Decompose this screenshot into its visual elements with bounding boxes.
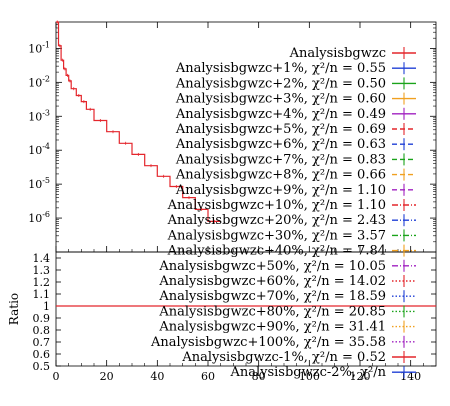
legend-label: Analysisbgwzc+1%, χ²/n = 0.55	[175, 61, 386, 76]
legend-entry: Analysisbgwzc+70%, χ²/n = 18.59	[158, 289, 416, 304]
legend-entry: Analysisbgwzc+40%, χ²/n = 7.84	[167, 244, 416, 259]
x-tick-label: 140	[400, 370, 421, 383]
ratio-axis-title: Ratio	[7, 293, 21, 325]
legend-label: Analysisbgwzc+7%, χ²/n = 0.83	[175, 152, 386, 167]
y-tick-label: 10-4	[28, 142, 50, 157]
x-tick-label: 60	[201, 370, 215, 383]
ratio-y-tick-label: 0.5	[33, 360, 51, 373]
ratio-panel: 0 20 40 60 80 100 120 140 1.41.31.21.110.90.80.7…	[7, 251, 437, 383]
legend-entry: Analysisbgwzc+1%, χ²/n = 0.55	[175, 61, 416, 76]
ratio-y-tick-label: 1	[43, 300, 50, 313]
legend-label: Analysisbgwzc+30%, χ²/n = 3.57	[167, 228, 386, 243]
legend-label: Analysisbgwzc+50%, χ²/n = 10.05	[158, 259, 386, 274]
legend-label: Analysisbgwzc+4%, χ²/n = 0.49	[175, 107, 386, 122]
legend-label: Analysisbgwzc+3%, χ²/n = 0.60	[175, 92, 386, 107]
x-tick-label: 0	[53, 370, 60, 383]
legend-entry: Analysisbgwzc+5%, χ²/n = 0.69	[175, 122, 416, 137]
legend-entry: Analysisbgwzc+60%, χ²/n = 14.02	[158, 274, 416, 289]
legend-entry: Analysisbgwzc+4%, χ²/n = 0.49	[175, 107, 416, 122]
y-tick-label: 10-3	[28, 108, 50, 123]
ratio-y-tick-label: 0.7	[33, 336, 51, 349]
legend-label: Analysisbgwzc	[289, 46, 386, 61]
x-tick-label: 20	[100, 370, 114, 383]
legend-label: Analysisbgwzc+40%, χ²/n = 7.84	[167, 244, 386, 259]
ratio-y-tick-label: 0.8	[33, 324, 51, 337]
legend-label: Analysisbgwzc+6%, χ²/n = 0.63	[175, 137, 386, 152]
legend-label: Analysisbgwzc+60%, χ²/n = 14.02	[158, 274, 386, 289]
ratio-y-tick-label: 1.4	[33, 252, 51, 265]
ratio-y-tick-label: 0.6	[33, 348, 51, 361]
legend-entry: Analysisbgwzc+80%, χ²/n = 20.85	[158, 304, 416, 319]
legend-label: Analysisbgwzc+9%, χ²/n = 1.10	[175, 183, 386, 198]
legend-label: Analysisbgwzc+8%, χ²/n = 0.66	[175, 168, 386, 183]
legend-entry: Analysisbgwzc+9%, χ²/n = 1.10	[175, 183, 416, 198]
ratio-y-tick-label: 0.9	[33, 312, 51, 325]
y-tick-label: 10-1	[28, 40, 50, 55]
legend-entry: Analysisbgwzc+100%, χ²/n = 35.58	[150, 335, 416, 350]
ratio-y-tick-label: 1.3	[33, 264, 51, 277]
legend-entry: Analysisbgwzc+10%, χ²/n = 1.10	[167, 198, 416, 213]
legend-label: Analysisbgwzc+5%, χ²/n = 0.69	[175, 122, 386, 137]
legend-entry: Analysisbgwzc-1%, χ²/n = 0.52	[181, 350, 416, 365]
legend-label: Analysisbgwzc+2%, χ²/n = 0.50	[175, 76, 386, 91]
legend-entry: Analysisbgwzc+8%, χ²/n = 0.66	[175, 168, 416, 183]
legend-entry: Analysisbgwzc+7%, χ²/n = 0.83	[175, 152, 416, 167]
legend-entry: Analysisbgwzc+2%, χ²/n = 0.50	[175, 76, 416, 91]
legend-label: Analysisbgwzc+100%, χ²/n = 35.58	[150, 335, 386, 350]
x-tick-label: 120	[350, 370, 371, 383]
x-tick-label: 80	[252, 370, 266, 383]
legend-label: Analysisbgwzc+80%, χ²/n = 20.85	[158, 304, 386, 319]
legend-label: Analysisbgwzc+90%, χ²/n = 31.41	[158, 320, 386, 335]
legend-label: Analysisbgwzc-2%, χ²/n	[229, 365, 386, 380]
legend-label: Analysisbgwzc-1%, χ²/n = 0.52	[181, 350, 386, 365]
legend-label: Analysisbgwzc+70%, χ²/n = 18.59	[158, 289, 386, 304]
y-tick-label: 10-6	[28, 210, 50, 225]
legend-entry: Analysisbgwzc+90%, χ²/n = 31.41	[158, 320, 416, 335]
ratio-y-tick-label: 1.2	[33, 276, 51, 289]
legend-entry: Analysisbgwzc	[289, 46, 416, 61]
legend-entry: Analysisbgwzc+6%, χ²/n = 0.63	[175, 137, 416, 152]
ratio-y-tick-label: 1.1	[33, 288, 51, 301]
y-tick-label: 10-2	[28, 74, 50, 89]
legend-label: Analysisbgwzc+20%, χ²/n = 2.43	[167, 213, 386, 228]
legend-entry: Analysisbgwzc+30%, χ²/n = 3.57	[167, 228, 416, 243]
y-tick-label: 10-5	[28, 176, 50, 191]
legend-entry: Analysisbgwzc+20%, χ²/n = 2.43	[167, 213, 416, 228]
legend-label: Analysisbgwzc+10%, χ²/n = 1.10	[167, 198, 386, 213]
legend-entry: Analysisbgwzc+3%, χ²/n = 0.60	[175, 92, 416, 107]
legend-entry: Analysisbgwzc+50%, χ²/n = 10.05	[158, 259, 416, 274]
x-tick-label: 100	[299, 370, 320, 383]
legend-entry: Analysisbgwzc-2%, χ²/n	[229, 365, 416, 380]
x-tick-label: 40	[150, 370, 164, 383]
